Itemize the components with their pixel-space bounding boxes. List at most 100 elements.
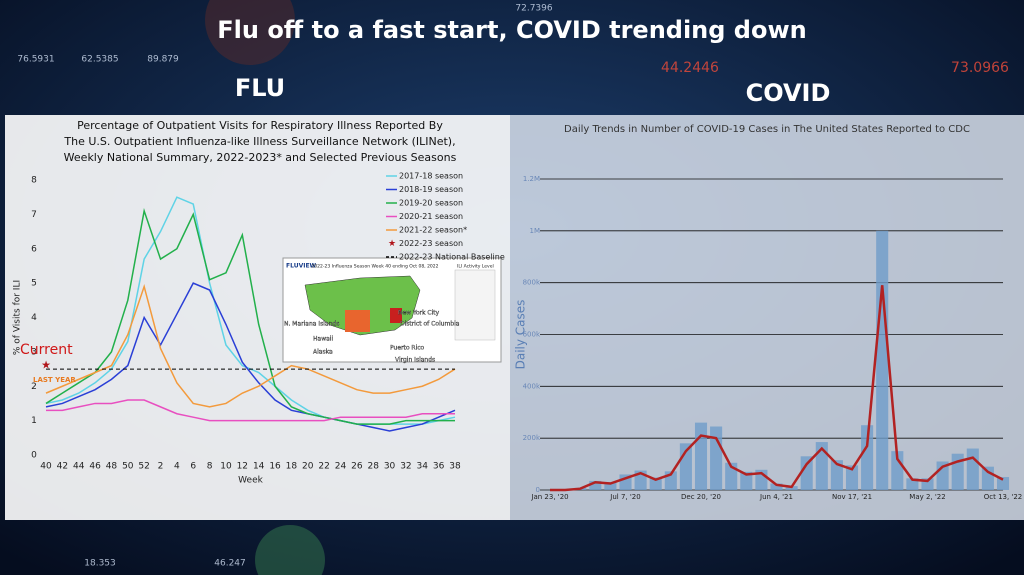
- map-legend: [454, 269, 496, 341]
- inset-label: Virgin Islands: [395, 357, 435, 364]
- chart-title: Percentage of Outpatient Visits for Resp…: [77, 119, 443, 132]
- background-number: 46.247: [214, 559, 246, 569]
- panel-label: FLU: [235, 74, 285, 102]
- bar: [649, 477, 662, 490]
- legend-label: 2022-23 season: [399, 239, 463, 248]
- bar: [589, 480, 602, 490]
- y-axis-label: % of Visits for ILI: [13, 280, 23, 355]
- x-tick-label: 18: [286, 462, 298, 472]
- x-tick-label: 52: [138, 462, 149, 472]
- y-tick-label: 200k: [523, 434, 541, 442]
- chart-title: Daily Trends in Number of COVID-19 Cases…: [564, 124, 970, 135]
- map-region: [390, 308, 402, 323]
- star-marker: ★: [41, 359, 51, 372]
- x-tick-label: 8: [207, 462, 213, 472]
- y-tick-label: 400k: [523, 382, 541, 390]
- inset-label: District of Columbia: [400, 321, 460, 328]
- inset-label: Hawaii: [313, 336, 333, 343]
- inset-legend-title: ILI Activity Level: [457, 264, 494, 270]
- x-tick-label: 42: [57, 462, 68, 472]
- series-line: [45, 282, 456, 432]
- x-tick-label: 16: [269, 462, 281, 472]
- bar: [800, 456, 813, 490]
- legend-marker: ★: [388, 239, 396, 249]
- bar: [830, 460, 843, 490]
- x-tick-label: 4: [174, 462, 180, 472]
- background-number: 76.5931: [17, 55, 54, 65]
- x-tick-label: 48: [106, 462, 118, 472]
- inset-label: N. Mariana Islands: [284, 321, 339, 328]
- x-tick-label: May 2, '22: [909, 493, 945, 501]
- x-tick-label: 22: [318, 462, 329, 472]
- y-tick-label: 6: [31, 244, 37, 254]
- legend-label: 2020-21 season: [399, 212, 463, 221]
- legend-label: 2018-19 season: [399, 185, 463, 194]
- bar: [845, 465, 859, 490]
- inset-label: Puerto Rico: [390, 345, 425, 352]
- y-tick-label: 5: [31, 279, 37, 289]
- x-tick-label: Jul 7, '20: [609, 493, 640, 501]
- inset-brand: FLUVIEW: [286, 263, 317, 270]
- chart-title: The U.S. Outpatient Influenza-like Illne…: [63, 135, 455, 148]
- x-tick-label: 14: [253, 462, 265, 472]
- y-tick-label: 1.2M: [523, 175, 540, 183]
- x-tick-label: 2: [158, 462, 164, 472]
- y-tick-label: 7: [31, 210, 37, 220]
- y-tick-label: 0: [31, 451, 37, 461]
- y-axis-label: Daily Cases: [514, 300, 528, 370]
- bar: [604, 482, 617, 490]
- bar: [770, 483, 783, 490]
- bar: [815, 442, 828, 490]
- x-tick-label: Jan 23, '20: [530, 493, 568, 501]
- x-tick-label: Oct 13, '22: [984, 493, 1023, 501]
- bar: [906, 478, 919, 490]
- x-tick-label: 28: [367, 462, 379, 472]
- background-number: 89.879: [147, 55, 179, 65]
- y-tick-label: 4: [31, 313, 37, 323]
- x-tick-label: 50: [122, 462, 134, 472]
- x-tick-label: 26: [351, 462, 363, 472]
- x-axis-label: Week: [238, 476, 263, 486]
- bar: [876, 230, 889, 491]
- y-tick-label: 2: [31, 382, 37, 392]
- series-line: [45, 207, 455, 425]
- y-tick-label: 3: [31, 347, 37, 357]
- virus-decor: [255, 525, 325, 575]
- x-tick-label: 20: [302, 462, 314, 472]
- x-tick-label: Dec 20, '20: [681, 493, 721, 501]
- background-number: 73.0966: [951, 60, 1009, 76]
- covid-panel: [510, 115, 1024, 520]
- series-line: [45, 283, 456, 408]
- legend-label: 2017-18 season: [399, 172, 463, 181]
- x-tick-label: 32: [400, 462, 411, 472]
- slide-title: Flu off to a fast start, COVID trending …: [217, 16, 806, 44]
- legend-label: 2022-23 National Baseline: [399, 253, 505, 262]
- background-number: 72.7396: [515, 4, 552, 14]
- background-number: 44.2446: [661, 60, 719, 76]
- inset-title: 2022-23 Influenza Season Week 40 ending …: [311, 264, 438, 270]
- chart-title: Weekly National Summary, 2022-2023* and …: [64, 151, 457, 164]
- y-tick-label: 600k: [523, 331, 541, 339]
- bar: [996, 477, 1010, 490]
- x-tick-label: 34: [417, 462, 429, 472]
- x-tick-label: Nov 17, '21: [832, 493, 872, 501]
- annotation: Current: [20, 342, 73, 358]
- x-tick-label: 46: [89, 462, 101, 472]
- y-tick-label: 800k: [523, 279, 541, 287]
- inset-label: Alaska: [313, 349, 333, 356]
- legend-label: 2021-22 season*: [399, 226, 467, 235]
- y-tick-label: 1: [31, 416, 37, 426]
- y-tick-label: 0: [536, 486, 540, 494]
- bar: [740, 471, 753, 490]
- x-tick-label: 38: [449, 462, 461, 472]
- series-line: [46, 399, 455, 422]
- bar: [861, 425, 874, 490]
- legend-label: 2019-20 season: [399, 199, 463, 208]
- inset-label: New York City: [398, 310, 440, 317]
- x-tick-label: 40: [40, 462, 52, 472]
- background-number: 62.5385: [81, 55, 118, 65]
- bar: [710, 426, 723, 490]
- bar: [891, 451, 904, 490]
